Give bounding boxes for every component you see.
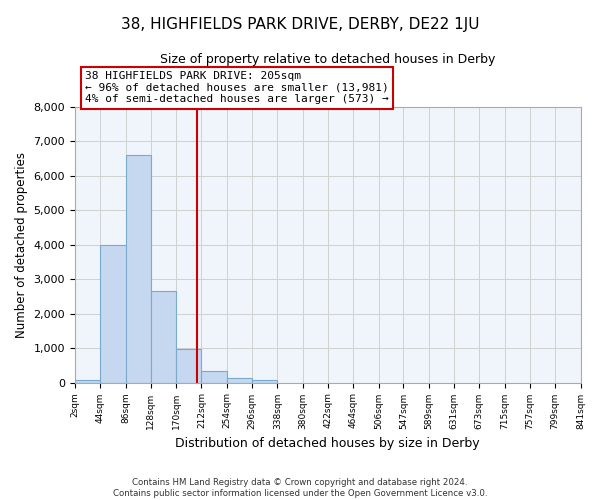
Bar	[75, 380, 100, 382]
Text: 38, HIGHFIELDS PARK DRIVE, DERBY, DE22 1JU: 38, HIGHFIELDS PARK DRIVE, DERBY, DE22 1…	[121, 18, 479, 32]
Bar	[151, 292, 176, 382]
Text: Contains HM Land Registry data © Crown copyright and database right 2024.
Contai: Contains HM Land Registry data © Crown c…	[113, 478, 487, 498]
X-axis label: Distribution of detached houses by size in Derby: Distribution of detached houses by size …	[175, 437, 480, 450]
Bar	[227, 378, 252, 382]
Bar	[252, 380, 277, 382]
Y-axis label: Number of detached properties: Number of detached properties	[15, 152, 28, 338]
Bar	[202, 371, 227, 382]
Bar	[176, 349, 202, 382]
Bar	[125, 155, 151, 382]
Bar	[100, 245, 125, 382]
Title: Size of property relative to detached houses in Derby: Size of property relative to detached ho…	[160, 52, 496, 66]
Text: 38 HIGHFIELDS PARK DRIVE: 205sqm
← 96% of detached houses are smaller (13,981)
4: 38 HIGHFIELDS PARK DRIVE: 205sqm ← 96% o…	[85, 71, 389, 104]
